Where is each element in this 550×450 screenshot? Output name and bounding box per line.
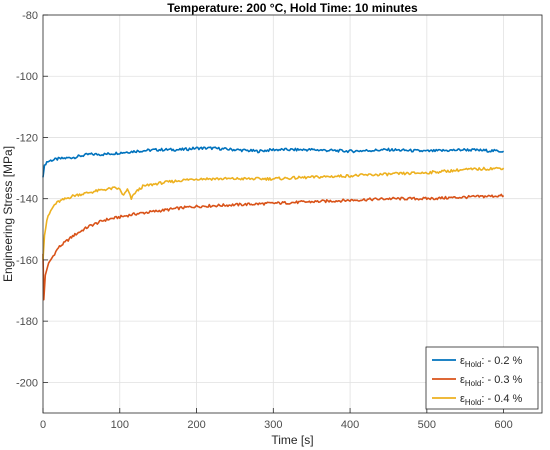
x-tick-label: 600 xyxy=(494,419,512,431)
legend-entry: εHold: - 0.3 % xyxy=(460,374,523,388)
series-line xyxy=(42,166,505,260)
chart-title: Temperature: 200 °C, Hold Time: 10 minut… xyxy=(167,1,418,15)
y-tick-label: -180 xyxy=(16,316,38,328)
series-line xyxy=(42,146,505,178)
y-tick-label: -140 xyxy=(16,194,38,206)
y-tick-label: -80 xyxy=(22,10,38,22)
y-tick-label: -200 xyxy=(16,377,38,389)
legend-entry: εHold: - 0.2 % xyxy=(460,355,523,369)
x-tick-label: 400 xyxy=(341,419,359,431)
tick-labels: 0 100 200 300 400 500 600 -80 -100 -120 -140 -160 -1… xyxy=(16,10,513,431)
x-tick-label: 200 xyxy=(187,419,205,431)
series-line xyxy=(42,193,505,301)
x-axis-label: Time [s] xyxy=(271,433,313,447)
axes-frame xyxy=(42,14,543,414)
y-tick-label: -100 xyxy=(16,71,38,83)
x-tick-label: 0 xyxy=(40,419,46,431)
y-tick-label: -120 xyxy=(16,132,38,144)
x-tick-label: 300 xyxy=(264,419,282,431)
legend-entry: εHold: - 0.4 % xyxy=(460,393,523,407)
x-tick-label: 500 xyxy=(418,419,436,431)
y-axis-label: Engineering Stress [MPa] xyxy=(1,146,15,282)
x-tick-label: 100 xyxy=(111,419,129,431)
y-tick-label: -160 xyxy=(16,255,38,267)
legend: εHold: - 0.2 % εHold: - 0.3 % εHold: - 0.4… xyxy=(425,346,539,410)
series-group xyxy=(42,146,505,301)
